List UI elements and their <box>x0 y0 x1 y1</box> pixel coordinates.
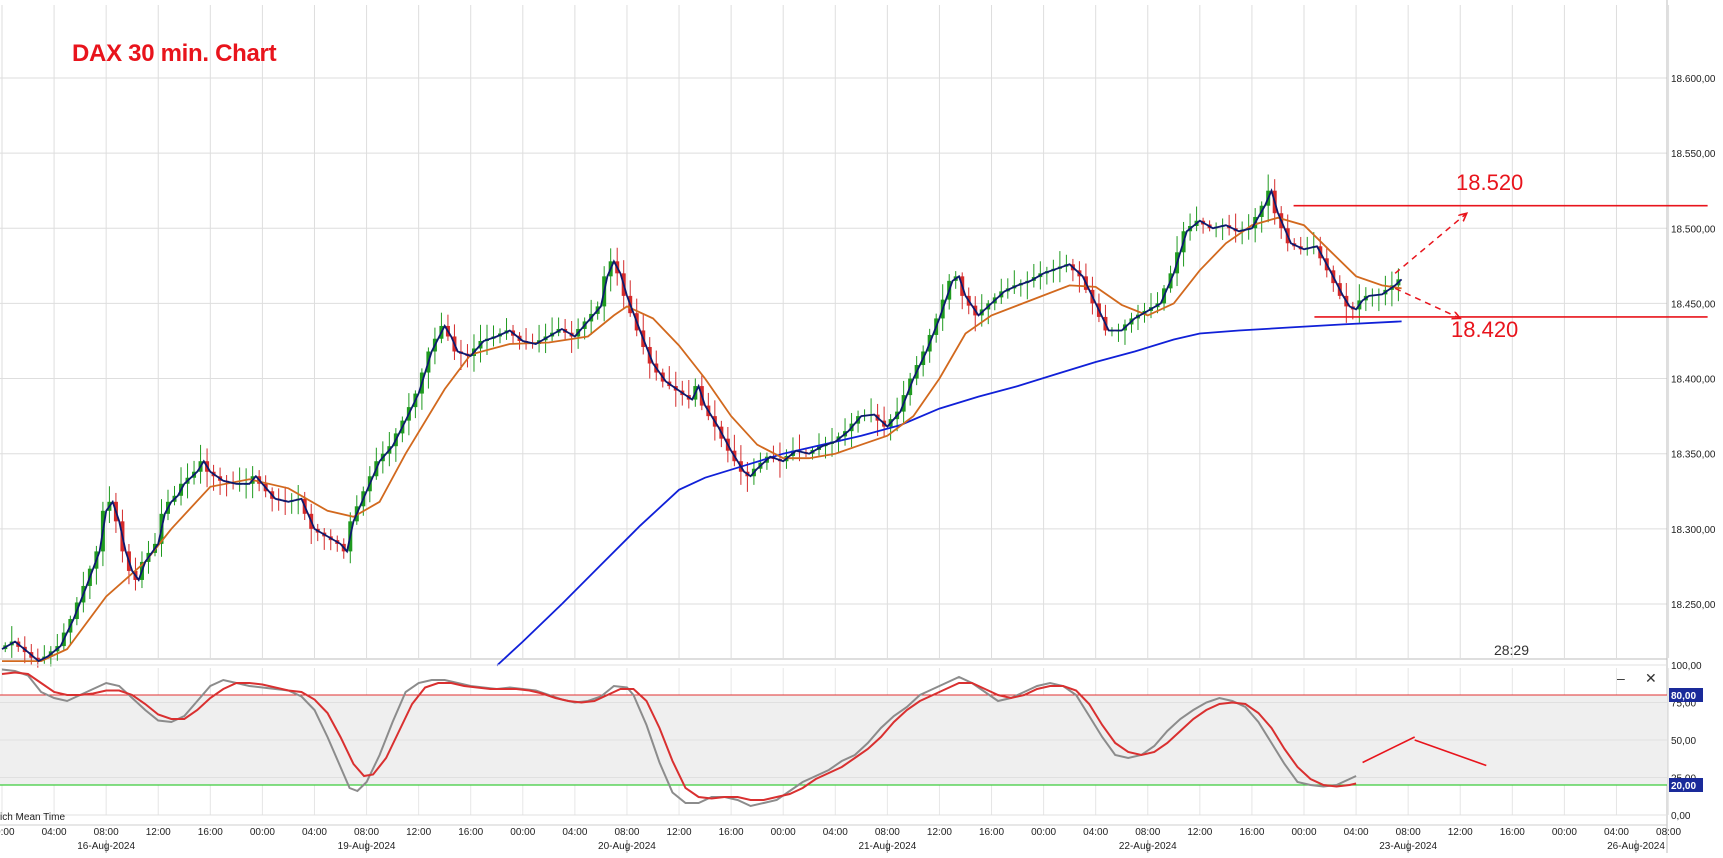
x-tick-label: 08:00 <box>1396 827 1421 838</box>
date-label: 21-Aug-2024 <box>858 841 916 852</box>
osc-projection-down <box>1414 739 1487 767</box>
level-label-lower: 18.420 <box>1451 317 1519 342</box>
x-tick-label: 08:00 <box>1135 827 1160 838</box>
minimize-icon[interactable]: – <box>1617 670 1625 686</box>
x-tick-label: 04:00 <box>562 827 587 838</box>
close-icon[interactable]: ✕ <box>1645 670 1657 686</box>
indicator-name: ich Mean Time <box>0 812 66 823</box>
x-tick-label: 12:00 <box>1448 827 1473 838</box>
x-tick-label: 16:00 <box>719 827 744 838</box>
x-tick-label: 04:00 <box>1083 827 1108 838</box>
projection-arrow-down <box>1394 287 1460 318</box>
osc-y-tick-label: 50,00 <box>1671 736 1696 747</box>
x-tick-label: 04:00 <box>42 827 67 838</box>
y-tick-label: 18.550,00 <box>1671 149 1716 160</box>
date-label: 23-Aug-2024 <box>1379 841 1437 852</box>
y-tick-label: 18.450,00 <box>1671 299 1716 310</box>
date-label: 16-Aug-2024 <box>77 841 135 852</box>
stoch-upper-badge <box>1669 688 1703 702</box>
date-label: 22-Aug-2024 <box>1119 841 1177 852</box>
fast-ma-line <box>1 188 1403 663</box>
x-tick-label: 16:00 <box>198 827 223 838</box>
x-tick-label: 16:00 <box>1239 827 1264 838</box>
osc-y-tick-label: 0,00 <box>1671 811 1691 822</box>
x-tick-label: 16:00 <box>458 827 483 838</box>
stoch-lower-badge <box>1669 778 1703 792</box>
osc-y-tick-label: 75,00 <box>1671 699 1696 710</box>
date-label: 20-Aug-2024 <box>598 841 656 852</box>
mid-ma-line <box>2 216 1402 662</box>
x-tick-label: 08:00 <box>94 827 119 838</box>
stoch-lower-badge-text: 20,00 <box>1671 781 1696 792</box>
x-tick-label: 04:00 <box>1604 827 1629 838</box>
y-tick-label: 18.350,00 <box>1671 450 1716 461</box>
stoch-d-line <box>1 671 1357 801</box>
x-tick-label: 00:00 <box>1291 827 1316 838</box>
level-label-upper: 18.520 <box>1456 170 1524 195</box>
x-tick-label: 00:00 <box>0 827 15 838</box>
x-tick-label: 04:00 <box>1344 827 1369 838</box>
x-tick-label: 00:00 <box>510 827 535 838</box>
x-tick-label: 08:00 <box>875 827 900 838</box>
osc-y-tick-label: 100,00 <box>1671 661 1702 672</box>
x-tick-label: 00:00 <box>250 827 275 838</box>
date-label: 26-Aug-2024 <box>1607 841 1665 852</box>
y-tick-label: 18.600,00 <box>1671 74 1716 85</box>
y-tick-label: 18.250,00 <box>1671 600 1716 611</box>
x-tick-label: 00:00 <box>1031 827 1056 838</box>
date-label: 19-Aug-2024 <box>338 841 396 852</box>
x-tick-label: 12:00 <box>927 827 952 838</box>
y-tick-label: 18.300,00 <box>1671 525 1716 536</box>
chart-title: DAX 30 min. Chart <box>72 40 277 67</box>
stoch-upper-badge-text: 80,00 <box>1671 691 1696 702</box>
x-tick-label: 00:00 <box>1552 827 1577 838</box>
projection-arrow-up <box>1394 213 1467 274</box>
y-tick-label: 18.500,00 <box>1671 224 1716 235</box>
stoch-k-line <box>1 668 1357 808</box>
x-tick-label: 12:00 <box>667 827 692 838</box>
x-tick-label: 16:00 <box>979 827 1004 838</box>
x-tick-label: 04:00 <box>823 827 848 838</box>
x-tick-label: 16:00 <box>1500 827 1525 838</box>
x-tick-label: 00:00 <box>771 827 796 838</box>
y-tick-label: 18.400,00 <box>1671 375 1716 386</box>
x-tick-label: 12:00 <box>1187 827 1212 838</box>
x-tick-label: 08:00 <box>614 827 639 838</box>
candle-down <box>35 657 40 660</box>
osc-projection-up <box>1362 736 1416 764</box>
slow-ma-line <box>496 320 1402 667</box>
candle-timer: 28:29 <box>1493 642 1529 658</box>
x-tick-label: 12:00 <box>146 827 171 838</box>
x-tick-label: 08:00 <box>1656 827 1681 838</box>
x-tick-label: 08:00 <box>354 827 379 838</box>
x-tick-label: 04:00 <box>302 827 327 838</box>
x-tick-label: 12:00 <box>406 827 431 838</box>
